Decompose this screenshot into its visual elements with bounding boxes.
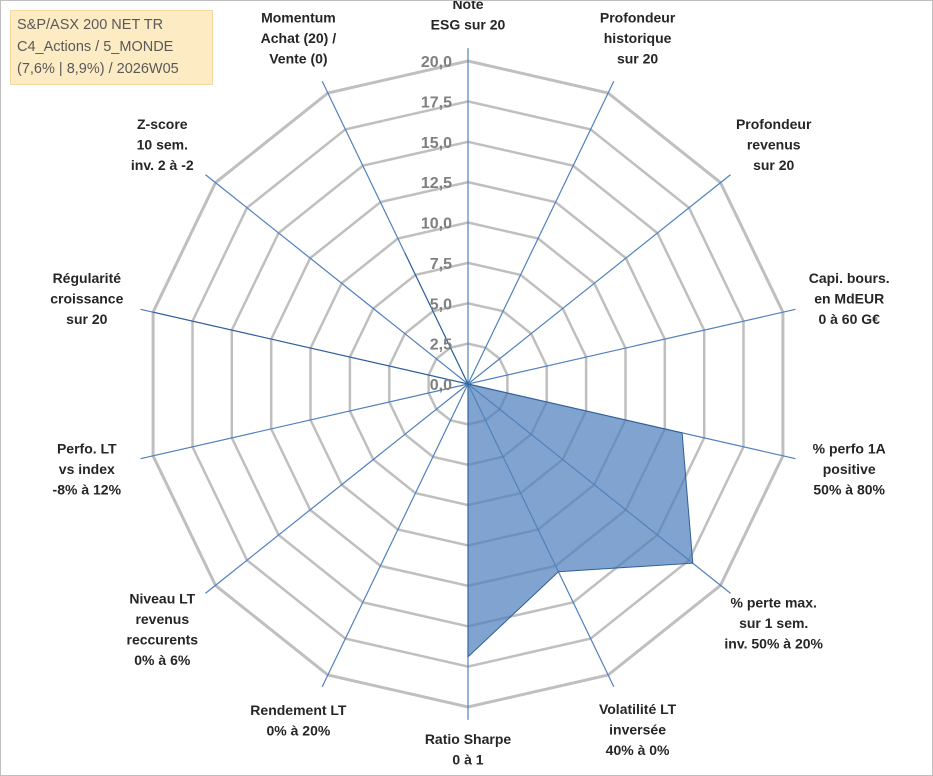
tick-layer: 0,0 2,5 5,0 7,5 10,0 12,5 15,0 17,5 20,0 (421, 54, 452, 394)
axis-label-line: reccurents (127, 632, 199, 648)
tick-label: 12,5 (421, 175, 452, 192)
axis-spoke (467, 308, 796, 385)
tick-label: 7,5 (430, 256, 452, 273)
series-layer (152, 252, 694, 659)
axis-label: Ratio Sharpe 0 à 1 (425, 731, 512, 768)
axis-label-line: % perfo 1A (813, 441, 886, 457)
axis-label-line: Rendement LT (250, 702, 347, 718)
axis-label-line: 50% à 80% (813, 482, 885, 498)
axis-label-line: en MdEUR (814, 290, 884, 306)
axis-label: Momentum Achat (20) / Vente (0) (261, 10, 337, 67)
axis-spoke (205, 383, 469, 594)
axis-label-line: 0 à 60 G€ (818, 311, 880, 327)
axis-label-line: sur 1 sem. (739, 615, 808, 631)
axis-label-line: Ratio Sharpe (425, 731, 512, 747)
tick-label: 0,0 (430, 377, 452, 394)
axis-label-line: 0% à 6% (134, 652, 191, 668)
chart-title-line: C4_Actions / 5_MONDE (17, 39, 174, 55)
axis-label-line: Capi. bours. (809, 270, 890, 286)
axis-label-line: Momentum (261, 10, 336, 26)
tick-label: 5,0 (430, 296, 452, 313)
axis-label-line: -8% à 12% (53, 482, 122, 498)
axis-label-line: Z-score (137, 116, 188, 132)
chart-title-line: (7,6% | 8,9%) / 2026W05 (17, 61, 179, 77)
axis-label-line: 10 sem. (137, 137, 188, 153)
axis-spoke (467, 81, 615, 385)
axis-label: % perfo 1A positive 50% à 80% (813, 441, 886, 498)
axis-label: Profondeur historique sur 20 (600, 10, 676, 67)
axis-label: Rendement LT 0% à 20% (250, 702, 347, 739)
data-area (152, 252, 694, 659)
axis-label-line: inv. 50% à 20% (724, 636, 823, 652)
axis-label-line: Perfo. LT (57, 441, 117, 457)
axis-label-line: Achat (20) / (261, 30, 337, 46)
tick-label: 15,0 (421, 135, 452, 152)
axis-label-line: positive (823, 461, 876, 477)
axis-spoke (321, 383, 469, 687)
axis-label-line: historique (604, 30, 672, 46)
axis-label: Z-score 10 sem. inv. 2 à -2 (131, 116, 194, 173)
axis-label-line: Vente (0) (269, 51, 327, 67)
axis-label-line: Note (452, 1, 483, 12)
axis-label-line: Profondeur (600, 10, 676, 26)
axis-label-line: Profondeur (736, 116, 812, 132)
axis-spoke (140, 383, 469, 460)
axis-label-line: inv. 2 à -2 (131, 157, 194, 173)
chart-title-box: S&P/ASX 200 NET TR C4_Actions / 5_MONDE … (10, 10, 213, 85)
axis-spoke (467, 174, 731, 385)
tick-label: 10,0 (421, 216, 452, 233)
axis-label-line: croissance (50, 290, 123, 306)
axis-label-line: revenus (135, 611, 189, 627)
axis-label-line: revenus (747, 137, 801, 153)
axis-label: % perte max. sur 1 sem. inv. 50% à 20% (724, 595, 823, 652)
axis-spoke (205, 174, 469, 385)
axis-label-line: Régularité (53, 270, 122, 286)
axis-label-layer: Note ESG sur 20 Profondeur historique sur 20… (50, 1, 889, 768)
chart-title-line: S&P/ASX 200 NET TR (17, 17, 164, 33)
axis-label-line: sur 20 (753, 157, 794, 173)
axis-label-line: ESG sur 20 (431, 17, 506, 33)
axis-label-line: 0 à 1 (452, 752, 483, 768)
axis-label: Perfo. LT vs index -8% à 12% (53, 441, 122, 498)
axis-label-line: 0% à 20% (266, 723, 330, 739)
axis-label-line: sur 20 (66, 311, 107, 327)
tick-label: 20,0 (421, 54, 452, 71)
axis-label: Capi. bours. en MdEUR 0 à 60 G€ (809, 270, 890, 327)
axis-label: Niveau LT revenus reccurents 0% à 6% (127, 591, 199, 669)
axis-label: Note ESG sur 20 (431, 1, 506, 33)
tick-label: 17,5 (421, 94, 452, 111)
axis-label-line: 40% à 0% (606, 742, 670, 758)
axis-label-line: Volatilité LT (599, 701, 677, 717)
axis-label-line: inversée (609, 722, 666, 738)
axis-label-line: Niveau LT (129, 591, 195, 607)
tick-label: 2,5 (430, 337, 452, 354)
axis-label: Volatilité LT inversée 40% à 0% (599, 701, 677, 758)
axis-label-line: vs index (59, 461, 115, 477)
axis-label: Profondeur revenus sur 20 (736, 116, 812, 173)
axis-label-line: % perte max. (731, 595, 817, 611)
axis-label-line: sur 20 (617, 51, 658, 67)
axis-label: Régularité croissance sur 20 (50, 270, 123, 327)
